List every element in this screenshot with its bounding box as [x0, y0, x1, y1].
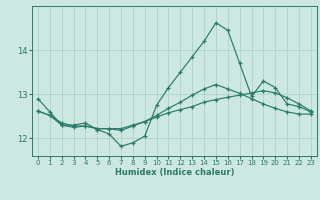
- X-axis label: Humidex (Indice chaleur): Humidex (Indice chaleur): [115, 168, 234, 177]
